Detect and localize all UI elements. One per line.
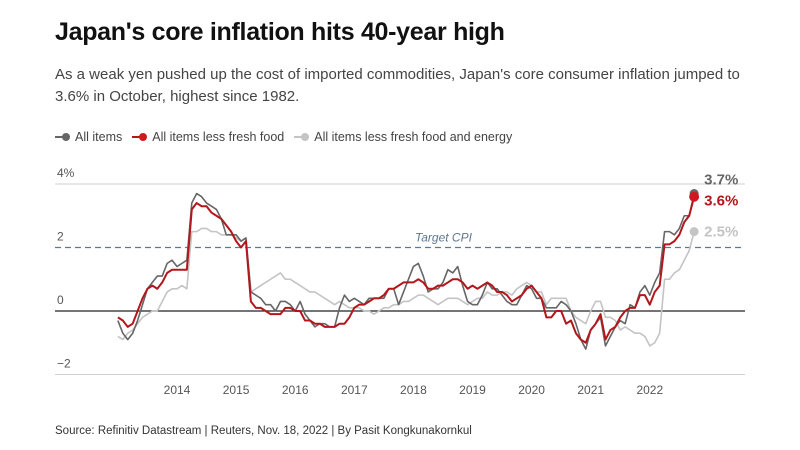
series-end-label: 3.6% — [704, 193, 738, 210]
series-line-all-items-less-fresh-food — [117, 196, 696, 344]
legend-item-less-fresh-food: All items less fresh food — [132, 130, 284, 144]
x-tick-label: 2021 — [577, 383, 604, 397]
legend-item-all-items: All items — [55, 130, 122, 144]
legend-label: All items — [75, 130, 123, 144]
x-tick-label: 2016 — [282, 383, 309, 397]
legend-label: All items less fresh food — [152, 130, 285, 144]
y-tick-label: 2 — [57, 230, 64, 244]
series-end-label: 2.5% — [704, 224, 738, 241]
legend-swatch-icon — [55, 132, 71, 142]
x-tick-label: 2015 — [223, 383, 250, 397]
x-tick-label: 2020 — [518, 383, 545, 397]
series-line-all-items — [117, 192, 695, 350]
target-cpi-label: Target CPI — [415, 231, 473, 245]
x-tick-label: 2019 — [459, 383, 486, 397]
series-endpoint-marker — [689, 191, 700, 202]
series-end-label: 3.7% — [704, 172, 738, 189]
chart-title: Japan's core inflation hits 40-year high — [55, 18, 505, 46]
source-note: Source: Refinitiv Datastream | Reuters, … — [55, 425, 472, 437]
legend-item-less-fresh-food-energy: All items less fresh food and energy — [294, 130, 512, 144]
x-tick-label: 2014 — [164, 383, 191, 397]
legend-swatch-icon — [294, 132, 310, 142]
series-line-all-items-less-fresh-food-and-energy — [117, 227, 695, 347]
legend: All items All items less fresh food All … — [55, 130, 512, 144]
x-tick-label: 2018 — [400, 383, 427, 397]
x-tick-label: 2017 — [341, 383, 368, 397]
chart-subtitle: As a weak yen pushed up the cost of impo… — [55, 66, 740, 105]
legend-swatch-icon — [132, 132, 148, 142]
y-tick-label: 4% — [57, 166, 75, 180]
x-tick-label: 2022 — [636, 383, 663, 397]
series-endpoint-marker — [689, 227, 699, 237]
y-tick-label: −2 — [57, 357, 71, 371]
legend-label: All items less fresh food and energy — [314, 130, 513, 144]
y-tick-label: 0 — [57, 293, 64, 307]
